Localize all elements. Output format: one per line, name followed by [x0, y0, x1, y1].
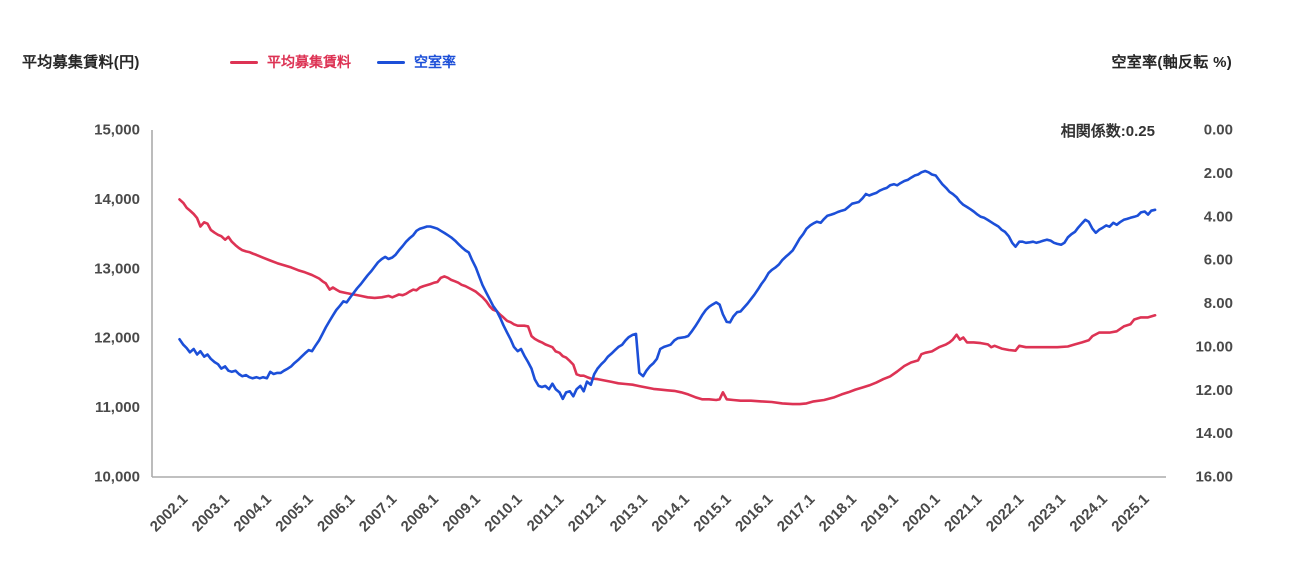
left-axis-title: 平均募集賃料(円): [22, 54, 140, 71]
left-axis-tick-label: 11,000: [95, 399, 140, 416]
x-axis-tick-label: 2010.1: [481, 491, 525, 535]
right-axis-tick-label: 2.00: [1204, 165, 1233, 182]
x-axis-tick-label: 2020.1: [899, 491, 943, 535]
x-axis-tick-label: 2002.1: [147, 491, 191, 535]
x-axis-tick-label: 2006.1: [314, 491, 358, 535]
left-axis-tick-label: 13,000: [94, 260, 140, 277]
legend-item-vacancy[interactable]: 空室率: [377, 52, 456, 72]
x-axis-tick-label: 2009.1: [439, 491, 483, 535]
x-axis-tick-label: 2021.1: [941, 491, 985, 535]
legend: 平均募集賃料 空室率: [230, 52, 456, 72]
x-axis-tick-label: 2003.1: [189, 491, 233, 535]
right-axis-tick-label: 16.00: [1195, 469, 1233, 486]
left-axis-tick-label: 12,000: [94, 330, 140, 347]
x-axis-tick-label: 2004.1: [230, 491, 274, 535]
x-axis-tick-label: 2012.1: [565, 491, 609, 535]
x-axis-tick-label: 2007.1: [356, 491, 400, 535]
right-axis-tick-label: 4.00: [1204, 208, 1233, 225]
left-axis-tick-label: 10,000: [94, 469, 140, 486]
x-axis-tick-label: 2011.1: [524, 491, 568, 535]
legend-label-vacancy: 空室率: [414, 54, 456, 70]
right-axis-tick-label: 12.00: [1195, 382, 1233, 399]
left-axis-tick-label: 14,000: [94, 191, 140, 208]
x-axis-tick-label: 2016.1: [732, 491, 776, 535]
right-axis-tick-label: 14.00: [1195, 425, 1233, 442]
rent-line-swatch: [230, 60, 258, 64]
right-axis-tick-label: 10.00: [1195, 338, 1233, 355]
x-axis-tick-label: 2014.1: [648, 491, 692, 535]
right-axis-tick-label: 0.00: [1204, 122, 1233, 139]
x-axis-tick-label: 2022.1: [983, 491, 1027, 535]
x-axis-tick-label: 2019.1: [857, 491, 901, 535]
x-axis-tick-label: 2005.1: [272, 491, 316, 535]
left-axis-tick-label: 15,000: [94, 122, 140, 139]
right-axis-tick-label: 8.00: [1204, 295, 1233, 312]
right-axis-title: 空室率(軸反転 %): [1111, 54, 1232, 71]
rent-line: [178, 198, 1157, 406]
x-axis-tick-label: 2018.1: [816, 491, 860, 535]
legend-item-rent[interactable]: 平均募集賃料: [230, 52, 351, 72]
x-axis-tick-label: 2025.1: [1108, 491, 1152, 535]
x-axis-tick-label: 2017.1: [774, 491, 818, 535]
vacancy-line: [178, 169, 1157, 401]
legend-label-rent: 平均募集賃料: [267, 54, 351, 70]
x-axis-tick-label: 2015.1: [690, 491, 734, 535]
x-axis-tick-label: 2024.1: [1066, 491, 1110, 535]
x-axis-tick-label: 2023.1: [1025, 491, 1069, 535]
vacancy-line-swatch: [377, 60, 405, 64]
correlation-coefficient-label: 相関係数:0.25: [1060, 123, 1155, 140]
right-axis-tick-label: 6.00: [1204, 252, 1233, 269]
x-axis-tick-label: 2008.1: [398, 491, 442, 535]
x-axis-tick-label: 2013.1: [607, 491, 651, 535]
